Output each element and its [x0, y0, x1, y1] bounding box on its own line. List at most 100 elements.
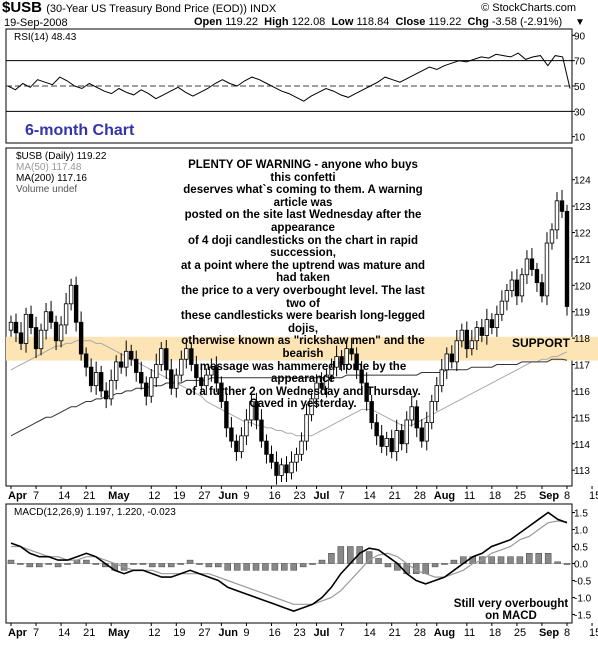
candle-body — [73, 284, 79, 323]
price-y-tick-label: 122 — [574, 229, 591, 240]
candle-body — [519, 274, 525, 297]
macd-histogram-bar — [243, 563, 250, 571]
macd-histogram-bar — [54, 563, 62, 568]
candle-body — [534, 269, 540, 284]
macd-histogram-bar — [158, 563, 166, 568]
candle-body — [344, 348, 349, 365]
candle-body — [154, 364, 159, 379]
chg-label: Chg — [467, 16, 489, 28]
candle-body — [244, 419, 249, 437]
candle-body — [199, 377, 204, 387]
candle-body — [564, 210, 570, 307]
panel-frame-price — [5, 147, 573, 487]
price-y-tick-label: 118 — [574, 334, 590, 345]
candle-body — [489, 319, 495, 328]
high-label: High — [264, 16, 289, 28]
macd-x-label: 16 — [268, 627, 280, 639]
close-label: Close — [395, 16, 426, 28]
price-y-tick-label: 113 — [574, 466, 590, 477]
candle-body — [93, 372, 99, 387]
price-x-label: Aug — [434, 490, 455, 502]
candle-body — [108, 379, 114, 400]
candle-body — [129, 350, 134, 360]
candle-body — [559, 200, 565, 212]
candle-body — [219, 382, 224, 402]
macd-histogram-bar — [167, 563, 175, 568]
candle-body — [179, 358, 184, 376]
macd-histogram-bar — [252, 563, 260, 571]
macd-histogram-bar — [299, 563, 307, 568]
macd-histogram-bar — [7, 559, 15, 564]
macd-x-label: 28 — [414, 627, 426, 639]
macd-histogram-bar — [554, 561, 561, 564]
candle-body — [214, 366, 219, 384]
macd-y-tick-label: -1.5 — [574, 611, 592, 622]
macd-x-label: 23 — [294, 627, 306, 639]
price-x-label: 9 — [243, 490, 249, 502]
rsi-y-tick-label: 90 — [574, 31, 586, 42]
candle-body — [299, 440, 304, 455]
candle-body — [48, 311, 54, 323]
price-x-label: 8 — [564, 490, 570, 502]
candle-body — [329, 366, 334, 376]
open-value: 119.22 — [225, 16, 259, 28]
macd-histogram-bar — [26, 563, 34, 568]
macd-x-label: Jul — [314, 627, 330, 639]
macd-x-label: 21 — [389, 627, 401, 639]
macd-y-tick-label: 0.0 — [574, 560, 588, 571]
macd-histogram-bar — [271, 563, 279, 571]
macd-x-label: 8 — [564, 627, 570, 639]
candle-body — [554, 200, 560, 231]
candle-body — [113, 361, 119, 381]
macd-histogram-bar — [318, 559, 326, 564]
price-y-tick-label: 120 — [574, 281, 591, 292]
candle-body — [399, 430, 404, 445]
candle-body — [514, 279, 520, 297]
candle-body — [169, 369, 174, 389]
candle-body — [279, 464, 284, 476]
macd-y-tick-label: 1.0 — [574, 526, 588, 537]
price-x-label: 25 — [514, 490, 526, 502]
price-x-label: 12 — [148, 490, 160, 502]
candle-body — [379, 435, 384, 447]
candle-body — [58, 324, 64, 342]
candle-body — [424, 422, 429, 442]
symbol: $USB — [2, 0, 43, 16]
dropdown-arrow-icon[interactable]: ▼ — [575, 17, 585, 28]
header-quote: Open 119.22 High 122.08 Low 118.84 Close… — [194, 16, 562, 28]
chart-title: 6-month Chart — [25, 122, 135, 139]
chg-value: -3.58 (-2.91%) — [491, 16, 563, 28]
candle-body — [118, 361, 124, 368]
candle-body — [78, 321, 84, 355]
candle-body — [209, 366, 214, 376]
candle-body — [259, 419, 264, 442]
price-x-label: 19 — [173, 490, 185, 502]
candle-body — [339, 356, 344, 365]
candle-body — [18, 332, 24, 344]
candle-body — [309, 398, 314, 416]
macd-histogram-bar — [215, 563, 222, 568]
macd-histogram-bar — [375, 558, 382, 564]
candle-body — [484, 319, 490, 336]
candle-body — [139, 372, 144, 384]
macd-histogram-bar — [36, 563, 43, 568]
candle-body — [459, 329, 465, 342]
candle-body — [184, 348, 189, 360]
macd-histogram-bar — [431, 563, 439, 568]
price-y-tick-label: 121 — [574, 255, 591, 266]
candle-body — [134, 358, 139, 373]
macd-histogram-bar — [262, 563, 269, 571]
candle-body — [174, 374, 179, 389]
rsi-line — [7, 52, 571, 102]
macd-histogram-bar — [497, 556, 505, 564]
price-x-label: 7 — [339, 490, 345, 502]
price-x-label: 21 — [83, 490, 95, 502]
macd-x-label: 27 — [198, 627, 210, 639]
candle-body — [103, 390, 109, 400]
macd-histogram-bar — [149, 563, 156, 568]
price-y-tick-label: 117 — [574, 361, 590, 372]
price-y-tick-label: 119 — [574, 308, 590, 319]
price-x-label: 27 — [198, 490, 210, 502]
candle-body — [434, 385, 439, 402]
